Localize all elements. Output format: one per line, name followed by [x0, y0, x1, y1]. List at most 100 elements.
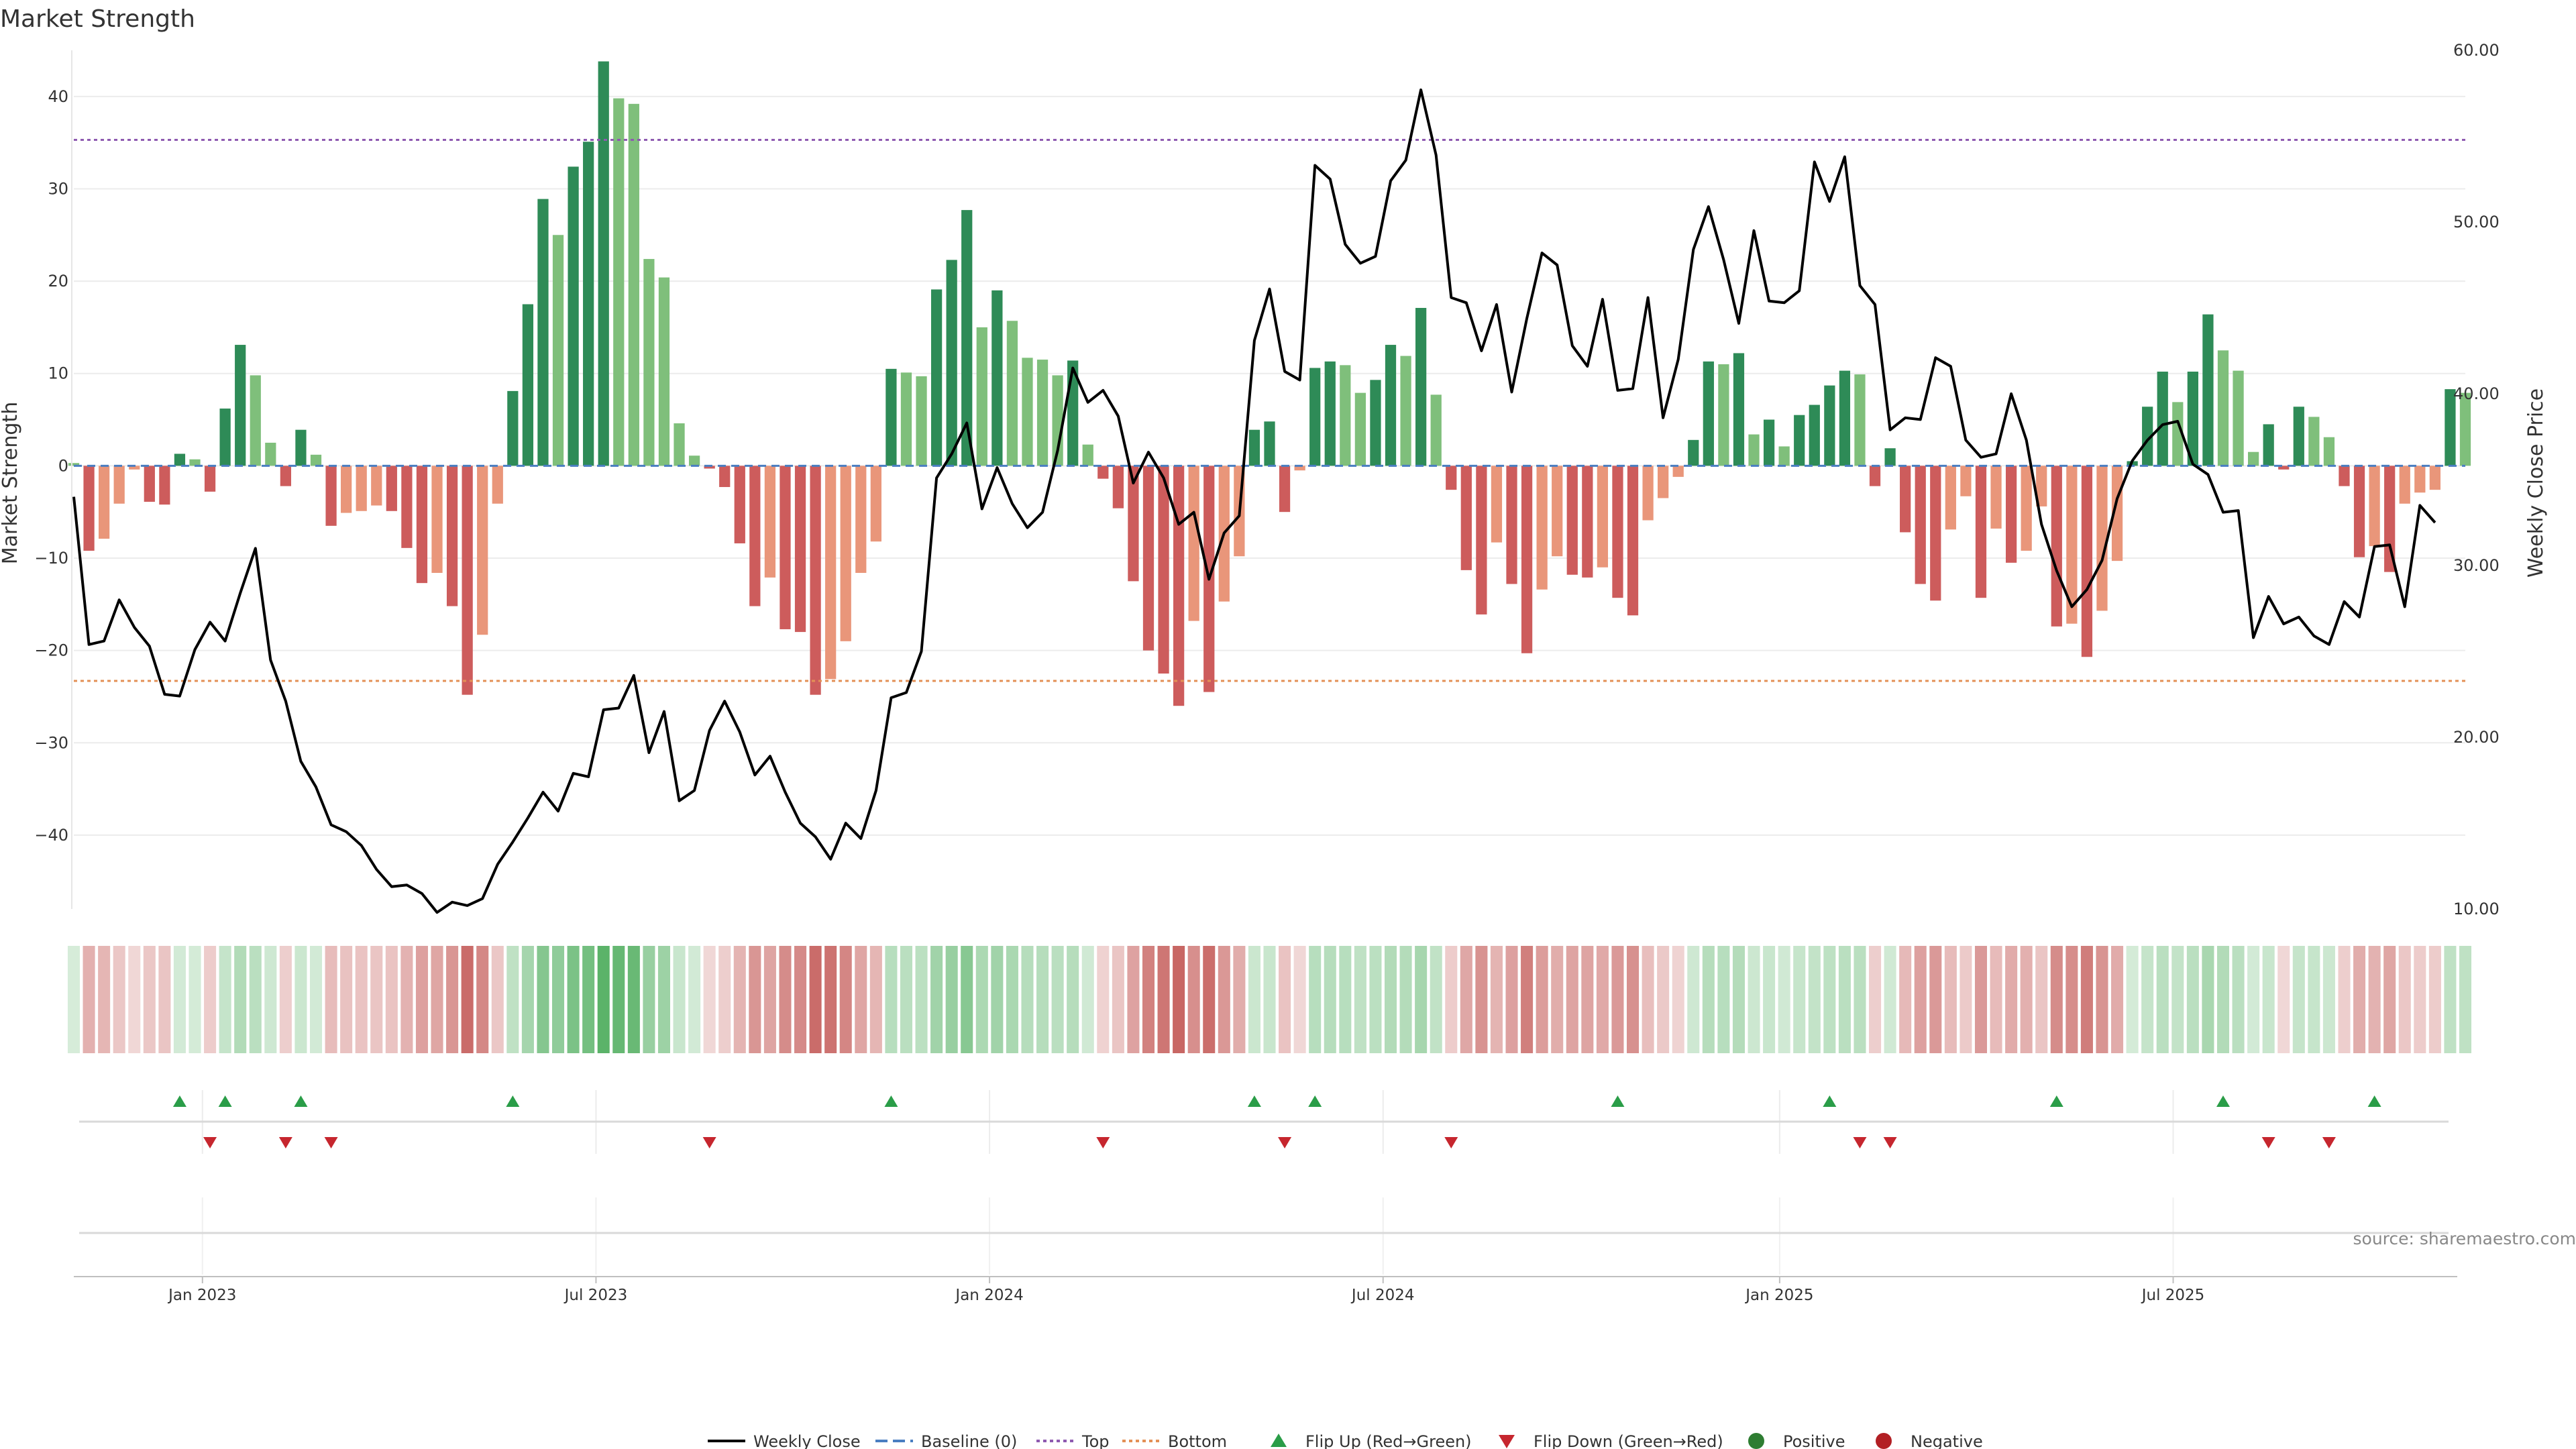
strength-bar — [204, 466, 216, 492]
flip-down-marker — [2261, 1137, 2275, 1148]
strength-bar — [1794, 415, 1805, 466]
heat-cell — [1657, 946, 1670, 1053]
y-tick-label-left: −20 — [34, 641, 68, 660]
heat-cell — [2141, 946, 2154, 1053]
strength-bar — [310, 454, 322, 466]
strength-bar — [628, 103, 639, 466]
strength-bar — [129, 466, 140, 470]
y-tick-label-right: 60.00 — [2453, 41, 2500, 60]
heat-cell — [2005, 946, 2018, 1053]
strength-bar — [916, 376, 927, 466]
heat-cell — [1218, 946, 1230, 1053]
strength-bar — [189, 459, 201, 466]
heat-cell — [2065, 946, 2078, 1053]
heat-cell — [1929, 946, 1942, 1053]
lower-panel — [79, 1197, 2449, 1275]
heat-cell — [325, 946, 337, 1053]
heat-cell — [340, 946, 353, 1053]
strength-bar — [2278, 466, 2290, 470]
strength-bar — [295, 429, 307, 466]
heat-cell — [2020, 946, 2033, 1053]
chart-title: Market Strength — [0, 5, 195, 33]
strength-bar — [462, 466, 473, 695]
strength-bar — [825, 466, 837, 680]
strength-bar — [280, 466, 292, 486]
strength-bar — [2217, 350, 2229, 466]
strength-bar — [2459, 392, 2471, 466]
strength-bar — [1900, 466, 1911, 533]
strength-bar — [2263, 424, 2274, 466]
heat-cell — [2368, 946, 2381, 1053]
strength-bar — [1703, 361, 1714, 466]
y-tick-label-left: 10 — [48, 364, 68, 383]
legend-label: Flip Down (Green→Red) — [1534, 1432, 1723, 1449]
heat-cell — [1490, 946, 1503, 1053]
y-tick-label-right: 50.00 — [2453, 213, 2500, 231]
strength-bar — [1415, 308, 1427, 466]
heat-cell — [1157, 946, 1170, 1053]
y-tick-label-left: −30 — [34, 733, 68, 752]
heat-cell — [1672, 946, 1684, 1053]
strength-bar — [2293, 407, 2304, 466]
heat-cell — [688, 946, 701, 1053]
heat-cell — [1838, 946, 1851, 1053]
strength-bar — [2066, 466, 2078, 624]
heat-cell — [1112, 946, 1124, 1053]
heat-cell — [2186, 946, 2199, 1053]
y-tick-label-left: −40 — [34, 826, 68, 845]
strength-bar — [704, 466, 715, 469]
strength-bar — [1279, 466, 1291, 513]
strength-bar — [1718, 364, 1729, 466]
heat-cell — [143, 946, 156, 1053]
x-axis: Jan 2023 Jul 2023 Jan 2024 Jul 2024 Jan 2025… — [74, 1276, 2457, 1304]
heat-cell — [991, 946, 1004, 1053]
heat-cell — [2338, 946, 2351, 1053]
strength-bars — [68, 61, 2471, 706]
strength-bar — [507, 390, 519, 466]
strength-bar — [2081, 466, 2093, 657]
heat-cell — [1944, 946, 1957, 1053]
strength-bar — [68, 463, 80, 466]
strength-bar — [2308, 417, 2320, 466]
strength-bar — [1022, 358, 1033, 466]
strength-bar — [976, 327, 987, 466]
heat-cell — [1369, 946, 1382, 1053]
heat-cell — [1702, 946, 1715, 1053]
strength-bar — [1839, 370, 1851, 466]
strength-bar — [583, 142, 594, 466]
legend-label: Bottom — [1168, 1432, 1227, 1449]
heat-cell — [264, 946, 277, 1053]
strength-bar — [1809, 405, 1820, 466]
strength-bar — [83, 466, 95, 551]
strength-bar — [99, 466, 110, 539]
heat-cell — [1536, 946, 1548, 1053]
flip-up-marker — [2367, 1095, 2381, 1107]
legend-triangle-down-icon — [1499, 1435, 1515, 1448]
strength-bar — [1128, 466, 1139, 582]
legend: Weekly Close Baseline (0) Top Bottom Flip Up… — [708, 1432, 1983, 1449]
heat-cell — [309, 946, 323, 1053]
strength-bar — [749, 466, 761, 606]
strength-bar — [1370, 380, 1381, 466]
heat-cell — [400, 946, 413, 1053]
heat-cell — [2202, 946, 2214, 1053]
flip-up-marker — [2216, 1095, 2230, 1107]
heat-cell — [855, 946, 867, 1053]
strength-bar — [1582, 466, 1593, 578]
flip-down-marker — [1096, 1137, 1110, 1148]
heat-cell — [1203, 946, 1216, 1053]
heat-cell — [2308, 946, 2320, 1053]
strength-bar — [1309, 368, 1321, 466]
heat-cell — [431, 946, 443, 1053]
heat-cell — [173, 946, 186, 1053]
heat-cell — [718, 946, 731, 1053]
strength-bar — [1460, 466, 1472, 570]
heat-cell — [612, 946, 625, 1053]
strength-bar — [643, 259, 655, 466]
heat-cell — [2262, 946, 2275, 1053]
strength-bar — [446, 466, 458, 606]
strength-bar — [613, 98, 625, 466]
strength-bar — [2233, 370, 2244, 466]
strength-bar — [1824, 385, 1835, 466]
heat-cell — [506, 946, 519, 1053]
